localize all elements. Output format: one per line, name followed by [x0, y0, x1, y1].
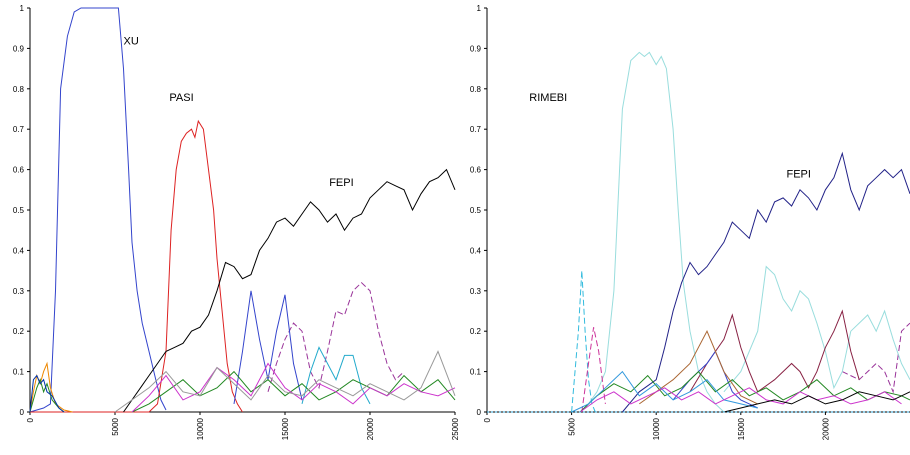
- series-line-12: [29, 374, 65, 413]
- x-tick-label: 25000: [451, 417, 460, 440]
- x-tick-label: 20000: [821, 417, 830, 440]
- chart-panel-2: 0 0.1 0.2 0.3 0.4 0.5 0.6 0.7 0.8 0.9 1 0 5000 10000 1…: [470, 4, 910, 440]
- series-line-10: [639, 330, 758, 405]
- y-tick-label: 0.2: [470, 327, 482, 336]
- series-line-9: [579, 370, 910, 413]
- y-tick-label: 1: [477, 4, 482, 13]
- series-line-4: [267, 282, 405, 392]
- series-line-11: [571, 370, 758, 413]
- y-tick-label: 0: [20, 408, 25, 417]
- annotation-pasi: PASI: [169, 92, 193, 104]
- series-line-1: [579, 51, 725, 413]
- series-line-6: [723, 265, 910, 393]
- series-line-2: [30, 119, 243, 413]
- y-tick-label: 0.9: [13, 44, 25, 53]
- x-tick-label: 5000: [111, 417, 120, 435]
- series-line-4: [581, 327, 606, 413]
- annotation-fepi: FEPI: [329, 177, 353, 189]
- y-tick-label: 0.9: [470, 44, 482, 53]
- y-tick-label: 0.6: [13, 166, 25, 175]
- series-line-6: [301, 346, 371, 405]
- x-tick-label: 0: [26, 417, 35, 422]
- annotation-fepi: FEPI: [786, 169, 810, 181]
- x-tick-label: 5000: [568, 417, 577, 435]
- series-line-9: [114, 350, 456, 413]
- annotation-xu: XU: [124, 35, 139, 47]
- series-line-5: [233, 290, 303, 404]
- x-tick-label: 20000: [366, 417, 375, 440]
- y-tick-label: 0.7: [13, 125, 25, 134]
- y-tick-label: 0.1: [470, 368, 482, 377]
- x-tick-label: 0: [483, 417, 492, 422]
- x-tick-label: 10000: [652, 417, 661, 440]
- y-tick-label: 0.4: [470, 246, 482, 255]
- series-line-2: [622, 151, 910, 413]
- y-tick-label: 0.8: [13, 85, 25, 94]
- y-tick-label: 0.4: [13, 246, 25, 255]
- series-line-13: [723, 391, 910, 413]
- y-tick-label: 1: [20, 4, 25, 13]
- y-tick-label: 0: [477, 408, 482, 417]
- y-tick-label: 0.7: [470, 125, 482, 134]
- x-tick-label: 10000: [196, 417, 205, 440]
- y-tick-label: 0.3: [13, 287, 25, 296]
- series-line-7: [689, 309, 860, 393]
- x-tick-label: 15000: [281, 417, 290, 440]
- x-tick-label: 15000: [737, 417, 746, 440]
- series-line-8: [131, 362, 456, 413]
- y-tick-label: 0.6: [470, 166, 482, 175]
- y-tick-label: 0.5: [13, 206, 25, 215]
- series-line-3: [123, 168, 456, 413]
- chart-panel-1: 0 0.1 0.2 0.3 0.4 0.5 0.6 0.7 0.8 0.9 1 0 5000 10000 1…: [13, 4, 460, 440]
- y-tick-label: 0.3: [470, 287, 482, 296]
- y-tick-label: 0.8: [470, 85, 482, 94]
- series-line-7: [131, 370, 456, 413]
- series-line-1: [29, 7, 167, 413]
- series-line-3: [571, 270, 596, 413]
- y-tick-label: 0.5: [470, 206, 482, 215]
- series-line-10: [29, 361, 73, 413]
- annotation-rimebi: RIMEBI: [529, 92, 567, 104]
- series-line-11: [29, 378, 65, 413]
- y-tick-label: 0.1: [13, 368, 25, 377]
- y-tick-label: 0.2: [13, 327, 25, 336]
- series-line-12: [579, 387, 902, 413]
